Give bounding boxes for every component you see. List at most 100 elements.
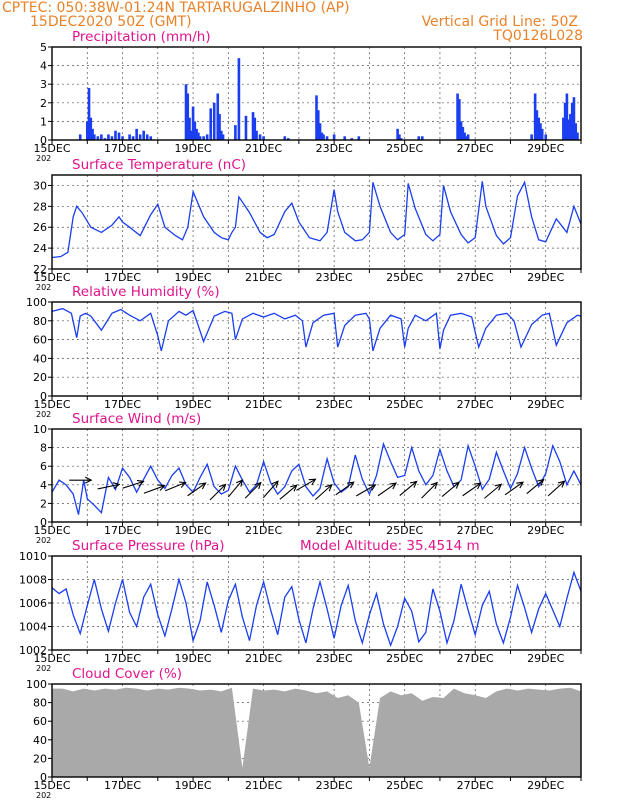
wind-arrow <box>187 482 207 497</box>
x-tick-label: 19DEC <box>175 779 212 792</box>
precip-bar <box>463 132 466 140</box>
x-tick-label: 29DEC <box>527 271 564 284</box>
precip-bar <box>421 136 424 140</box>
series-line <box>51 570 582 648</box>
y-tick-label: 60 <box>33 715 47 728</box>
precip-bar <box>78 134 82 140</box>
precip-bar <box>315 95 318 140</box>
x-tick-label: 21DEC <box>245 524 282 537</box>
wind-arrow <box>547 480 566 497</box>
wind-arrow-shaft <box>122 480 144 489</box>
series-line <box>51 307 582 352</box>
wind-arrow-head <box>112 482 121 489</box>
precip-bar <box>567 119 570 140</box>
wind-arrow-head <box>389 482 398 490</box>
x-tick-label: 17DEC <box>104 652 141 665</box>
precip-bar <box>535 110 539 140</box>
x-tick-label: 25DEC <box>386 652 423 665</box>
x-tick-label: 21DEC <box>245 398 282 411</box>
wind-arrow-shaft <box>399 481 417 497</box>
model-altitude-label: Model Altitude: 35.4514 m <box>300 538 480 554</box>
wind-arrow <box>262 480 279 498</box>
precip-bar <box>458 99 461 140</box>
y-tick-label: 40 <box>33 734 47 747</box>
y-tick-label: 80 <box>33 315 47 328</box>
precip-bar <box>205 134 209 140</box>
precip-bar <box>100 134 103 140</box>
wind-arrow <box>462 482 482 497</box>
wind-arrow <box>526 478 545 495</box>
wind-arrow-head <box>84 476 93 484</box>
header-grid-note: Vertical Grid Line: 50Z <box>422 14 578 30</box>
precip-bar <box>234 125 237 140</box>
wind-arrow-shaft <box>244 482 262 499</box>
wind-arrow <box>296 478 317 491</box>
precip-bar <box>87 87 91 140</box>
x-tick-label: 25DEC <box>386 271 423 284</box>
wind-arrow-head <box>254 481 262 490</box>
precip-bar <box>576 132 579 140</box>
precip-bar <box>569 113 572 140</box>
precip-bar <box>184 84 188 140</box>
precip-bar <box>357 136 361 140</box>
precip-bar <box>570 102 574 140</box>
wind-arrow-head <box>409 480 418 488</box>
y-tick-label: 0 <box>40 771 47 784</box>
wind-arrow <box>441 481 460 497</box>
wind-arrow-head <box>178 481 187 488</box>
plot-frame <box>51 683 582 778</box>
precip-bar <box>89 117 93 140</box>
precip-bar <box>332 134 336 140</box>
y-tick-label: 28 <box>33 200 47 213</box>
precip-bar <box>316 110 320 140</box>
precip-bar <box>202 136 205 140</box>
x-tick-label: 17DEC <box>104 524 141 537</box>
wind-arrow-shaft <box>315 484 333 501</box>
x-tick-label: 17DEC <box>104 779 141 792</box>
y-tick-label: 1004 <box>19 621 47 634</box>
y-tick-label: 1006 <box>19 597 47 610</box>
pressure-panel: 1002 1004 1006 1008 1010 15DEC 17DEC 19DEC 21DEC… <box>19 538 582 673</box>
precip-bar <box>96 136 100 140</box>
x-tick-label: 29DEC <box>527 524 564 537</box>
y-tick-label: 20 <box>33 752 47 765</box>
series-line <box>51 441 582 515</box>
precip-bar <box>417 136 421 140</box>
precip-bar <box>131 136 135 140</box>
x-tick-label: 27DEC <box>457 779 494 792</box>
header-location: CPTEC: 050:38W-01:24N TARTARUGALZINHO (A… <box>2 0 350 16</box>
precip-bar <box>540 128 544 140</box>
wind-arrow-head <box>218 483 227 491</box>
precip-bar <box>322 134 325 140</box>
wind-arrow <box>227 479 244 498</box>
precip-bar <box>212 102 216 140</box>
wind-arrow-shaft <box>262 480 279 498</box>
wind-arrow <box>244 481 262 499</box>
precip-bar <box>188 117 191 140</box>
precip-bar <box>396 128 399 140</box>
x-tick-label: 23DEC <box>316 779 353 792</box>
temperature-panel: 22 24 26 28 30 15DEC 17DEC 19DEC 21DEC 23DEC 25DEC… <box>33 157 582 292</box>
cloud-cover-panel: 0 20 40 60 80 100 15DEC 17DEC 19DEC 21DEC 23DEC 25D… <box>26 666 582 800</box>
precip-bar <box>93 134 96 140</box>
year-label: 202 <box>36 791 51 800</box>
wind-arrow-shaft <box>421 482 438 499</box>
precip-bar <box>325 136 329 140</box>
precip-bar <box>91 128 94 140</box>
y-tick-label: 22 <box>33 263 47 276</box>
y-tick-label: 24 <box>33 242 47 255</box>
wind-arrow-shaft <box>296 478 316 491</box>
wind-arrow-shaft <box>356 484 376 497</box>
y-tick-label: 4 <box>40 479 47 492</box>
plot-frame <box>51 428 582 523</box>
precip-bar <box>283 136 287 140</box>
precip-bar <box>258 134 262 140</box>
precipitation-panel: 0 1 2 3 4 5 15DEC 17DEC 19DEC 21DEC 23DEC 25DEC 27DE… <box>33 29 582 163</box>
wind-arrow <box>335 481 355 496</box>
x-tick-label: 15DEC <box>33 652 70 665</box>
x-tick-label: 19DEC <box>175 398 212 411</box>
wind-arrow <box>421 481 439 499</box>
x-tick-label: 15DEC <box>33 271 70 284</box>
precip-bar <box>145 134 149 140</box>
wind-arrow-shaft <box>441 481 460 497</box>
